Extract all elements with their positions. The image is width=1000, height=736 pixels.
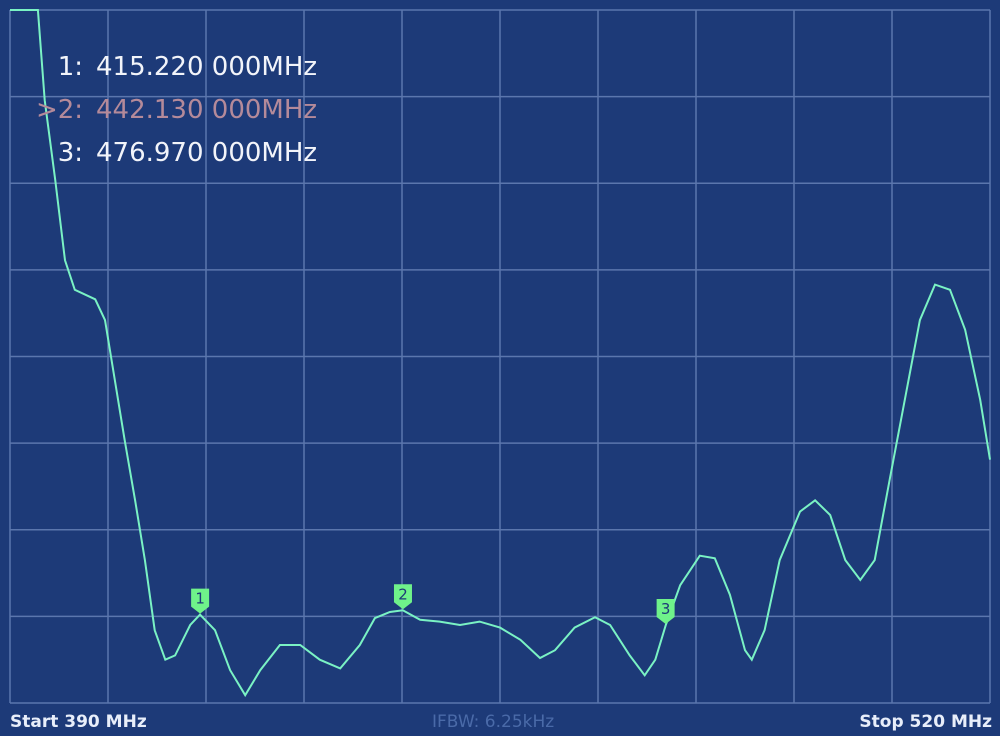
marker-flag-3[interactable]: 3 [656, 599, 675, 625]
marker-flag-shape [191, 588, 210, 614]
marker-readout-1: 1: 415.220 000MHz [0, 22, 317, 112]
marker-flag-1[interactable]: 1 [191, 588, 210, 614]
stop-frequency: Stop 520 MHz [859, 712, 992, 732]
start-frequency: Start 390 MHz [10, 712, 147, 732]
marker-frequency: 476.970 000MHz [96, 138, 318, 168]
marker-label: >2: [35, 95, 84, 125]
marker-label: 1: [57, 52, 84, 82]
marker-flag-2[interactable]: 2 [393, 584, 412, 610]
marker-frequency: 415.220 000MHz [96, 52, 318, 82]
marker-readout-3: 3: 476.970 000MHz [0, 108, 317, 198]
marker-label: 3: [57, 138, 84, 168]
marker-readout-2: >2: 442.130 000MHz [0, 65, 317, 155]
grid [9, 9, 991, 704]
marker-flag-label: 3 [661, 600, 671, 618]
marker-frequency: 442.130 000MHz [96, 95, 318, 125]
marker-flags: 1 2 3 [191, 584, 675, 625]
marker-flag-label: 2 [398, 585, 408, 603]
trace-line [10, 9, 991, 698]
marker-flag-shape [656, 599, 675, 625]
ifbw-label: IFBW: 6.25kHz [432, 712, 555, 732]
marker-flag-label: 1 [195, 590, 205, 608]
marker-flag-shape [393, 584, 412, 610]
